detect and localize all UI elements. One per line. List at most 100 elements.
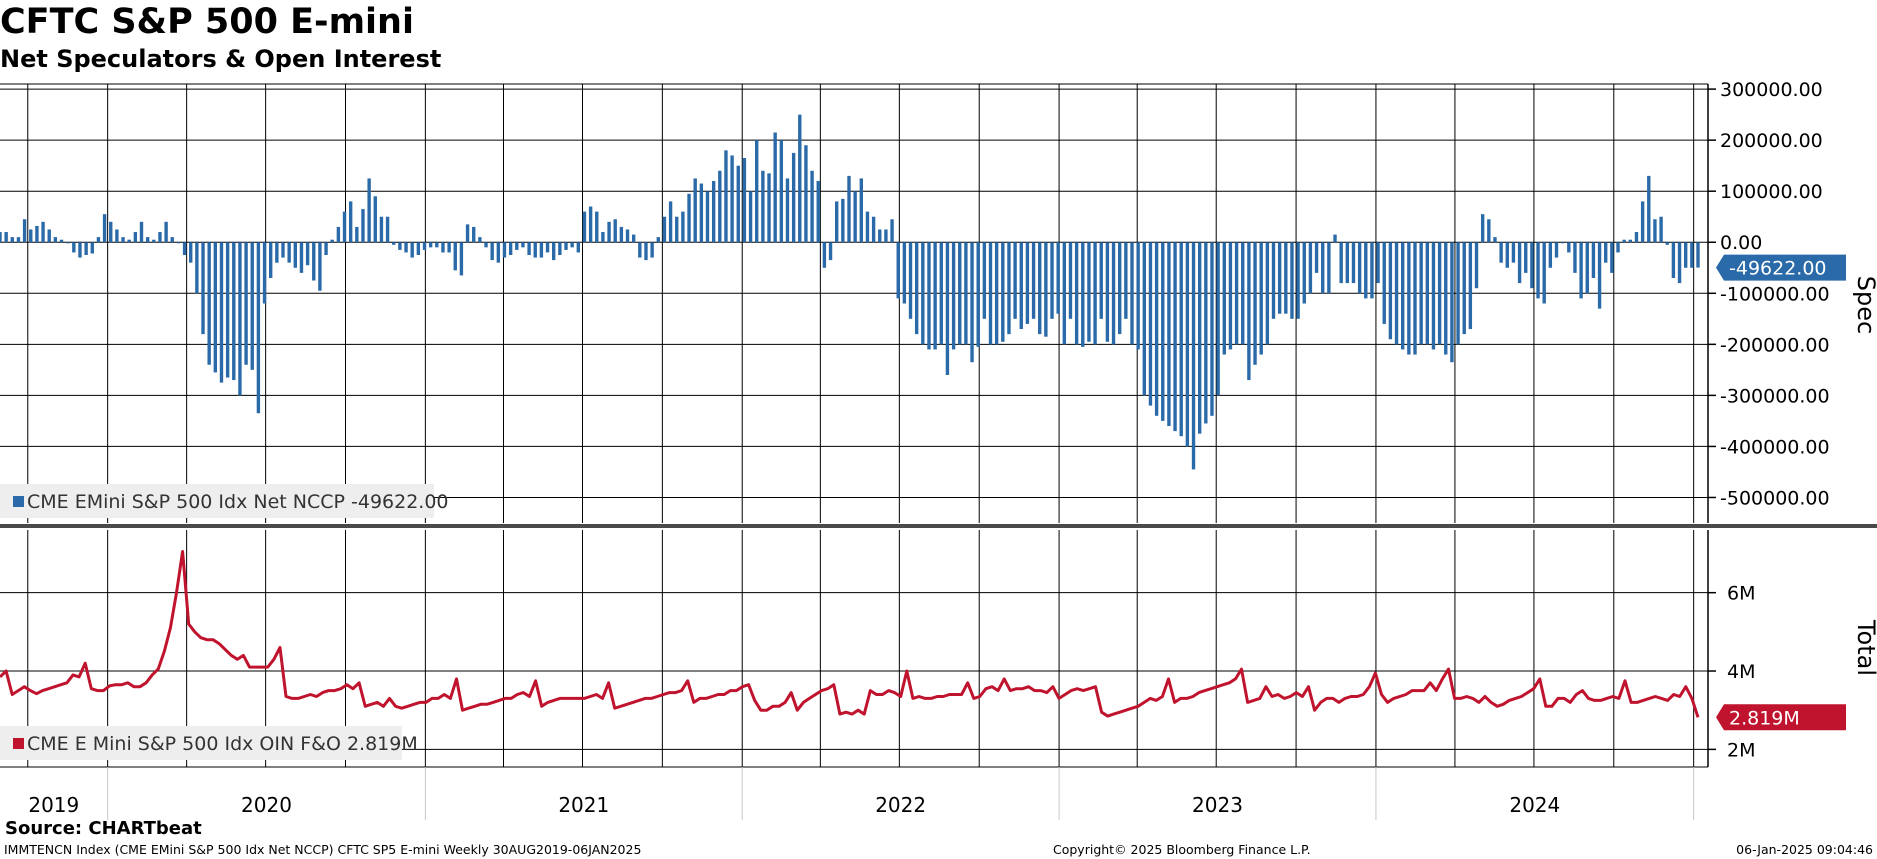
spec-bar: [342, 211, 347, 243]
spec-bar: [29, 229, 33, 243]
spec-bar: [90, 242, 94, 254]
spec-bar: [791, 152, 796, 243]
spec-bar: [1105, 242, 1110, 342]
spec-bar: [238, 242, 242, 396]
spec-bar: [398, 242, 402, 250]
spec-bar: [355, 226, 359, 243]
spec-bar: [1130, 242, 1134, 345]
spec-bar: [145, 237, 150, 243]
spec-bar: [810, 170, 814, 243]
spec-bar: [0, 232, 2, 243]
spec-bar: [994, 242, 999, 345]
spec-bar: [1604, 242, 1608, 263]
spec-bar: [1634, 232, 1639, 243]
y-tick-label-top: 300000.00: [1720, 79, 1823, 101]
spec-bar: [121, 237, 125, 243]
y-tick-label-bottom: 2M: [1727, 739, 1755, 761]
spec-bar: [41, 221, 45, 243]
spec-bar: [1087, 242, 1091, 342]
spec-bar: [1437, 242, 1442, 345]
spec-bar: [508, 242, 513, 256]
spec-bar: [502, 242, 507, 258]
spec-bar: [1161, 242, 1165, 421]
spec-bar: [152, 239, 156, 243]
spec-bar: [1640, 201, 1645, 243]
spec-bar: [1671, 242, 1676, 278]
spec-bar: [1185, 242, 1190, 447]
spec-bar: [1191, 242, 1196, 470]
spec-bar: [748, 191, 753, 243]
spec-bar: [1585, 242, 1589, 294]
spec-bar: [1271, 242, 1276, 319]
spec-bar: [96, 237, 101, 243]
spec-bar: [1524, 242, 1528, 273]
spec-bar: [293, 242, 297, 268]
spec-bar: [1111, 242, 1116, 345]
spec-bar: [1382, 242, 1386, 324]
y-tick-label-top: 100000.00: [1720, 181, 1823, 203]
spec-bar: [798, 114, 802, 243]
spec-bar: [1234, 242, 1239, 345]
spec-bar: [1376, 242, 1380, 284]
spec-bar: [361, 209, 365, 243]
total-legend-swatch: [13, 738, 24, 749]
spec-legend-label: CME EMini S&P 500 Idx Net NCCP -49622.00: [27, 491, 449, 513]
spec-bar: [1468, 242, 1473, 330]
spec-bar: [1025, 242, 1030, 324]
spec-bar: [182, 242, 187, 256]
spec-bar: [336, 226, 341, 243]
spec-bar: [496, 242, 501, 263]
spec-bar: [1284, 242, 1288, 314]
spec-bar: [785, 178, 790, 243]
spec-bar: [1253, 242, 1257, 365]
spec-bar: [711, 180, 716, 243]
badge-layer: -49622.00 2.819M: [1716, 254, 1846, 731]
spec-bar: [1013, 242, 1017, 319]
spec-bar: [693, 178, 697, 243]
spec-bar: [1591, 242, 1596, 278]
spec-bar: [1136, 242, 1140, 350]
y-tick-label-top: -400000.00: [1720, 436, 1830, 458]
spec-bar: [1665, 242, 1669, 245]
spec-bar: [1573, 242, 1577, 273]
spec-bar: [1074, 242, 1079, 345]
spec-bar: [348, 201, 353, 243]
spec-bar: [1216, 242, 1220, 396]
spec-bar: [1647, 175, 1651, 243]
spec-bar: [84, 242, 88, 256]
spec-bar: [1068, 242, 1073, 319]
total-last-value-badge: [1716, 704, 1846, 731]
spec-bar: [102, 214, 107, 243]
chart-subtitle: Net Speculators & Open Interest: [0, 45, 442, 73]
total-last-value-badge-label: 2.819M: [1729, 707, 1800, 729]
spec-bar: [47, 229, 51, 243]
spec-bar: [1351, 242, 1356, 284]
spec-bar: [570, 242, 574, 248]
total-line-layer: [0, 550, 1700, 718]
spec-bar: [1450, 242, 1454, 363]
spec-bar: [1265, 242, 1270, 345]
spec-bar: [890, 219, 894, 243]
spec-bar: [1431, 242, 1436, 350]
y-tick-label-top: 200000.00: [1720, 130, 1823, 152]
spec-bar: [115, 229, 119, 243]
spec-bar: [299, 242, 304, 273]
spec-bar: [1081, 242, 1085, 347]
spec-bar: [53, 237, 58, 243]
x-year-label: 2023: [1192, 793, 1243, 817]
spec-bar: [1530, 242, 1534, 289]
spec-bar: [1462, 242, 1466, 335]
spec-bar: [644, 242, 648, 261]
x-year-label: 2020: [241, 793, 292, 817]
spec-bar: [1345, 242, 1350, 284]
spec-bar: [4, 232, 8, 243]
timestamp: 06-Jan-2025 09:04:46: [1736, 842, 1873, 857]
spec-bars-layer: [0, 114, 1700, 470]
spec-bar: [527, 242, 531, 256]
spec-bar: [773, 132, 777, 243]
spec-bar: [1684, 242, 1688, 268]
spec-bar: [262, 242, 267, 304]
spec-bar: [213, 242, 218, 373]
spec-bar: [816, 180, 820, 243]
spec-bar: [484, 242, 488, 248]
